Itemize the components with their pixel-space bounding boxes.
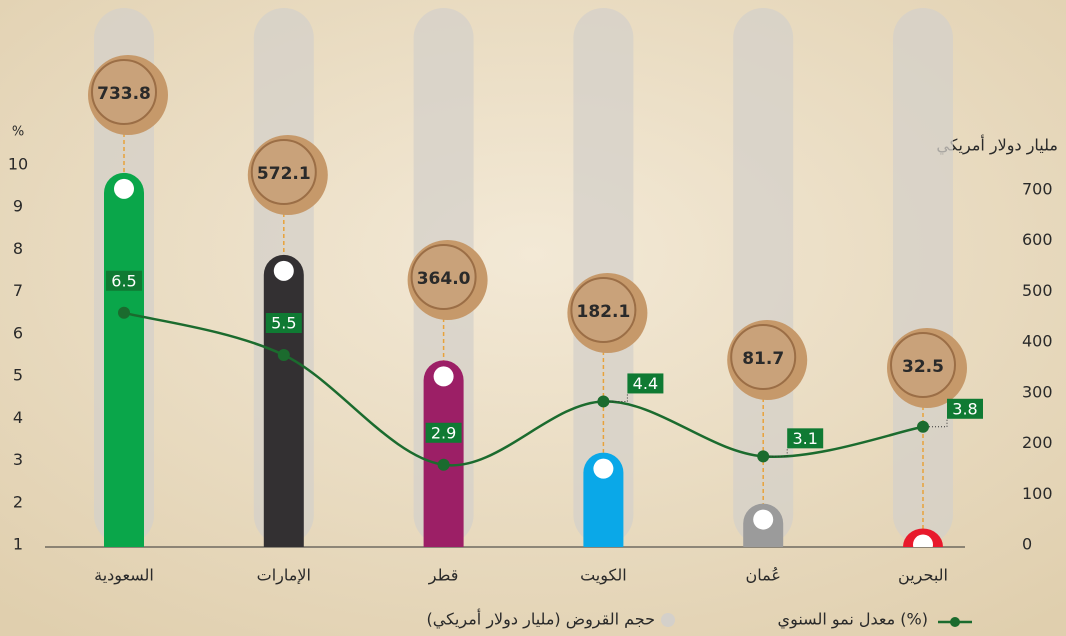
line-label-box (106, 270, 142, 291)
badge (91, 59, 157, 125)
x-tick-label: الإمارات (257, 566, 311, 586)
line-point (118, 306, 130, 319)
bar-dot (273, 260, 294, 281)
y-tick-label: 9 (13, 197, 23, 216)
y-tick-label: 4 (13, 408, 23, 427)
bar (423, 360, 464, 547)
line-value-label: 3.1 (792, 429, 817, 448)
y-tick-label: 2 (13, 492, 23, 511)
line-point (277, 349, 290, 361)
y-axis-label: % (12, 125, 24, 140)
label-leader (609, 393, 628, 402)
line-point (437, 458, 450, 471)
line-value-label: 6.5 (111, 271, 136, 290)
y-tick-label: 1 (13, 535, 23, 554)
y2-tick-label: 600 (1022, 230, 1053, 249)
x-tick-label: قطر (428, 566, 459, 586)
y-tick-label: 8 (13, 239, 23, 258)
x-tick-label: السعودية (94, 566, 154, 586)
bar-dot (753, 509, 774, 530)
x-tick-label: الكويت (580, 566, 627, 586)
line-value-label: 4.4 (633, 374, 658, 393)
badge (250, 139, 317, 205)
badge (410, 244, 477, 310)
badge (570, 277, 637, 343)
bar (583, 452, 624, 547)
line-label-box (787, 428, 824, 449)
label-leader (929, 418, 948, 428)
y2-tick-label: 300 (1022, 382, 1053, 401)
badge (730, 324, 797, 390)
y2-tick-label: 100 (1022, 484, 1053, 503)
bar-dot (913, 534, 933, 547)
line-point (597, 395, 610, 408)
line-value-label: 5.5 (271, 314, 296, 333)
bar-dot (593, 458, 614, 479)
bar-dot (433, 366, 454, 387)
bar-value-label: 81.7 (742, 349, 784, 369)
x-tick-label: البحرين (898, 566, 948, 586)
bar-value-label: 182.1 (577, 302, 631, 322)
bar-dot (114, 178, 134, 199)
y2-tick-label: 700 (1022, 180, 1053, 199)
y-tick-label: 6 (13, 323, 23, 342)
line-point (917, 420, 929, 433)
label-leader (769, 448, 788, 457)
pillar (733, 8, 794, 545)
line-value-label: 2.9 (431, 423, 456, 442)
y2-tick-label: 200 (1022, 433, 1053, 452)
line-label-box (947, 398, 983, 419)
line-point (757, 450, 770, 463)
legend-line-dot (950, 617, 960, 627)
x-tick-label: عُمان (745, 566, 780, 585)
bar-value-label: 733.8 (97, 84, 151, 104)
y2-tick-label: 0 (1022, 535, 1032, 554)
bar-value-label: 364.0 (417, 269, 471, 289)
line-value-label: 3.8 (952, 399, 977, 418)
line-label-box (425, 422, 462, 443)
line (123, 311, 924, 467)
y-tick-label: 7 (13, 281, 23, 300)
bar-value-label: 572.1 (257, 164, 311, 184)
y2-tick-label: 500 (1022, 281, 1053, 300)
legend-bar-dot (661, 613, 675, 627)
legend-label: معدل نمو السنوي (%) (778, 610, 928, 630)
line-label-box (627, 373, 664, 394)
y-tick-label: 5 (13, 366, 23, 385)
legend-label: حجم القروض (مليار دولار أمريكي) (427, 609, 655, 630)
y2-axis-label: مليار دولار أمريكي (936, 135, 1058, 156)
bar (263, 254, 304, 547)
y2-tick-label: 400 (1022, 332, 1053, 351)
y-tick-label: 10 (8, 155, 28, 174)
pillar (893, 8, 953, 545)
bar (104, 172, 144, 547)
badge (890, 332, 956, 398)
line-label-box (265, 313, 302, 333)
y-tick-label: 3 (13, 450, 23, 469)
bar-value-label: 32.5 (902, 357, 944, 377)
